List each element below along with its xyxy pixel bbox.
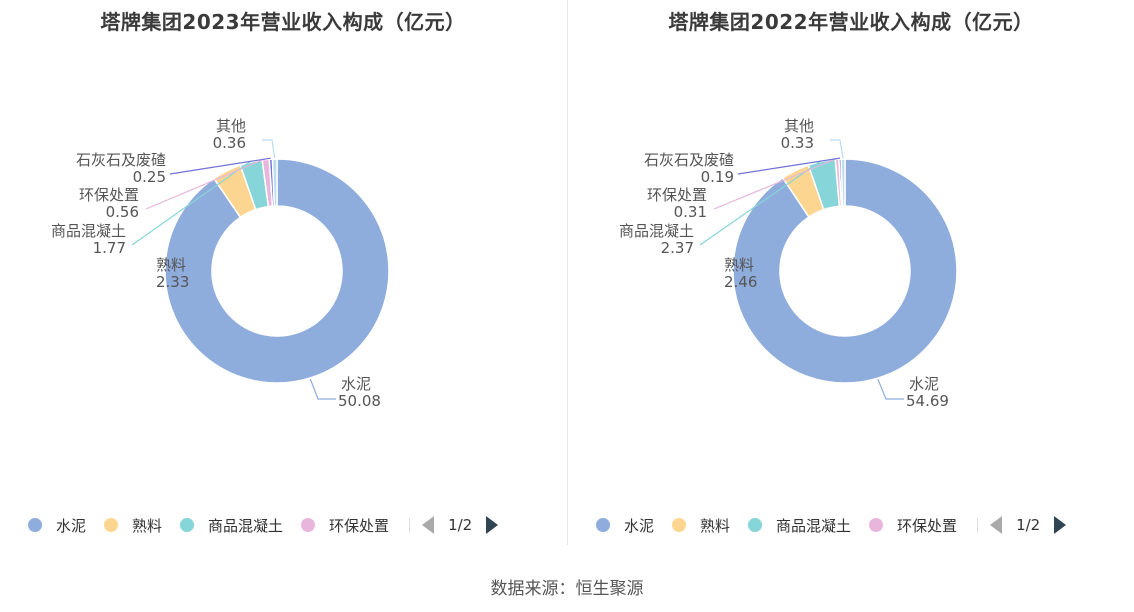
legend-marker: [104, 518, 119, 532]
slice-label-other: 其他: [784, 117, 814, 135]
chart-title: 塔牌集团2023年营业收入构成（亿元）: [100, 10, 466, 34]
pager-separator: [977, 518, 979, 532]
legend-label: 熟料: [700, 516, 731, 535]
legend-marker: [28, 518, 42, 532]
legend-page-number: 1/2: [1016, 516, 1041, 534]
slice-label-limestone: 石灰石及废碴: [644, 151, 734, 169]
legend-label: 环保处置: [897, 516, 958, 535]
leader-line-cement: [309, 378, 336, 400]
slice-cement[interactable]: [164, 158, 390, 384]
legend-label: 商品混凝土: [776, 516, 852, 535]
legend-item-concrete[interactable]: 商品混凝土: [180, 515, 283, 536]
leader-line-cement: [877, 378, 904, 400]
slice-other[interactable]: [840, 158, 846, 207]
leader-line-limestone: [737, 157, 841, 175]
slice-label-other: 其他: [216, 117, 246, 135]
legend-marker: [869, 518, 884, 532]
slice-value-cement: 54.69: [906, 392, 949, 410]
legend-item-env-disposal[interactable]: 环保处置: [869, 515, 957, 536]
prev-page-icon[interactable]: [990, 516, 1003, 534]
leader-line-limestone: [169, 157, 271, 175]
leader-line-other: [830, 139, 844, 159]
legend-item-cement[interactable]: 水泥: [596, 515, 654, 536]
legend-marker: [672, 518, 687, 532]
panel-divider: [567, 0, 568, 545]
legend-item-clinker[interactable]: 熟料: [672, 515, 730, 536]
chart-panel-2023: 塔牌集团2023年营业收入构成（亿元） 水泥 50.08 熟料 2.33 商品混凝土 1.…: [0, 0, 566, 550]
slice-label-concrete: 商品混凝土: [619, 222, 694, 240]
leader-line-env-disposal: [145, 158, 266, 210]
leader-line-concrete: [699, 159, 822, 246]
slice-value-limestone: 0.19: [701, 168, 734, 186]
chart-panel-2022: 塔牌集团2022年营业收入构成（亿元） 水泥 54.69 熟料 2.46 商品混凝土 2.…: [568, 0, 1134, 550]
legend-marker: [596, 518, 610, 532]
slice-other[interactable]: [271, 158, 278, 207]
legend-label: 环保处置: [329, 516, 390, 535]
legend-pager: 1/2: [977, 516, 1067, 534]
data-source: 数据来源：恒生聚源: [490, 579, 644, 599]
legend-label: 水泥: [56, 516, 87, 535]
legend-item-clinker[interactable]: 熟料: [104, 515, 162, 536]
slice-value-concrete: 2.37: [661, 239, 694, 257]
slice-value-limestone: 0.25: [133, 168, 166, 186]
legend-label: 水泥: [624, 516, 655, 535]
pager-separator: [409, 518, 411, 532]
slice-value-other: 0.33: [781, 134, 814, 152]
legend: 水泥 熟料 商品混凝土 环保处置 1/2: [28, 512, 499, 538]
next-page-icon[interactable]: [1054, 516, 1067, 534]
slice-value-env-disposal: 0.31: [674, 203, 707, 221]
legend-marker: [748, 518, 763, 532]
slice-value-env-disposal: 0.56: [106, 203, 139, 221]
leader-line-env-disposal: [713, 157, 838, 210]
slice-label-limestone: 石灰石及废碴: [76, 151, 166, 169]
slice-value-cement: 50.08: [338, 392, 381, 410]
leader-line-other: [262, 139, 276, 159]
legend-label: 商品混凝土: [208, 516, 284, 535]
slice-label-clinker: 熟料: [724, 256, 754, 274]
slice-label-clinker: 熟料: [156, 256, 186, 274]
slice-value-other: 0.36: [213, 134, 246, 152]
slice-value-clinker: 2.33: [156, 273, 189, 291]
chart-title: 塔牌集团2022年营业收入构成（亿元）: [668, 10, 1034, 34]
slice-value-clinker: 2.46: [724, 273, 757, 291]
legend-marker: [180, 518, 195, 532]
legend-item-cement[interactable]: 水泥: [28, 515, 86, 536]
slice-label-cement: 水泥: [909, 375, 939, 393]
slice-label-concrete: 商品混凝土: [51, 222, 126, 240]
leader-line-concrete: [131, 160, 252, 246]
slice-label-env-disposal: 环保处置: [647, 186, 707, 204]
next-page-icon[interactable]: [486, 516, 499, 534]
legend-page-number: 1/2: [448, 516, 473, 534]
slice-cement[interactable]: [732, 158, 958, 384]
legend: 水泥 熟料 商品混凝土 环保处置 1/2: [596, 512, 1067, 538]
slice-value-concrete: 1.77: [93, 239, 126, 257]
slice-label-env-disposal: 环保处置: [79, 186, 139, 204]
legend-item-env-disposal[interactable]: 环保处置: [301, 515, 389, 536]
slice-label-cement: 水泥: [341, 375, 371, 393]
legend-marker: [301, 518, 316, 532]
legend-item-concrete[interactable]: 商品混凝土: [748, 515, 851, 536]
prev-page-icon[interactable]: [422, 516, 435, 534]
legend-label: 熟料: [132, 516, 163, 535]
legend-pager: 1/2: [409, 516, 499, 534]
